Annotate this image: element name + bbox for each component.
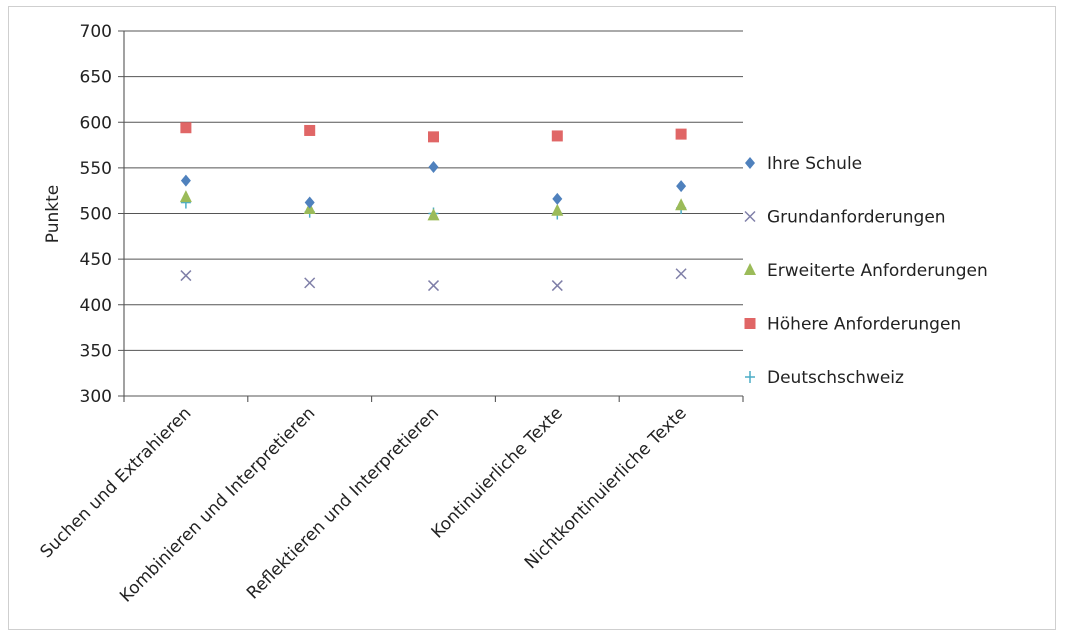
legend-marker	[744, 318, 756, 329]
x-tick-label: Kontinuierliche Texte	[428, 403, 567, 542]
legend-marker	[744, 263, 756, 275]
data-point	[180, 270, 192, 282]
legend-item: Erweiterte Anforderungen	[744, 261, 988, 281]
y-tick-label: 500	[80, 205, 112, 225]
data-point	[180, 122, 192, 134]
y-tick-label: 650	[80, 68, 112, 88]
data-point	[551, 280, 563, 292]
data-point	[428, 131, 439, 143]
data-point	[180, 174, 191, 187]
data-point	[428, 160, 439, 173]
legend: Ihre Schule Grundanforderungen Erweiterte …	[744, 154, 988, 388]
legend-item: Höhere Anforderungen	[744, 315, 961, 335]
legend-item: Deutschschweiz	[745, 368, 904, 388]
data-point	[675, 128, 687, 140]
data-point	[552, 192, 563, 205]
legend-label: Ihre Schule	[767, 154, 862, 174]
legend-item: Grundanforderungen	[744, 208, 946, 228]
y-tick-label: 700	[80, 22, 112, 42]
y-tick-label: 400	[80, 296, 112, 316]
data-point	[675, 198, 688, 211]
x-tick-label: Reflektieren und Interpretieren	[243, 403, 443, 603]
legend-marker	[745, 157, 755, 169]
data-point	[675, 268, 687, 280]
legend-label: Deutschschweiz	[767, 368, 904, 388]
x-tick-label: Kombinieren und Interpretieren	[116, 403, 319, 606]
y-tick-label: 550	[80, 159, 112, 179]
axes	[123, 31, 744, 402]
y-axis-title: Punkte	[43, 185, 63, 243]
legend-label: Grundanforderungen	[767, 208, 946, 228]
y-tick-label: 350	[80, 341, 112, 361]
data-point	[427, 280, 440, 292]
data-point	[304, 124, 316, 136]
data-point	[427, 208, 440, 221]
legend-label: Erweiterte Anforderungen	[767, 261, 988, 281]
y-tick-label: 450	[80, 250, 112, 270]
legend-item: Ihre Schule	[745, 154, 862, 174]
legend-marker	[744, 210, 756, 223]
chart-frame	[8, 6, 1056, 630]
data-point	[304, 196, 315, 209]
data-point	[304, 277, 316, 289]
y-tick-label: 600	[80, 113, 112, 133]
data-point	[551, 203, 564, 216]
legend-marker	[745, 371, 755, 383]
data-points	[179, 122, 688, 292]
legend-label: Höhere Anforderungen	[767, 315, 961, 335]
data-point	[676, 180, 687, 193]
y-tick-labels: 300 350 400 450 500 550 600 650 700	[80, 22, 112, 407]
data-point	[551, 130, 563, 142]
data-point	[179, 190, 192, 203]
y-tick-label: 300	[80, 387, 112, 407]
